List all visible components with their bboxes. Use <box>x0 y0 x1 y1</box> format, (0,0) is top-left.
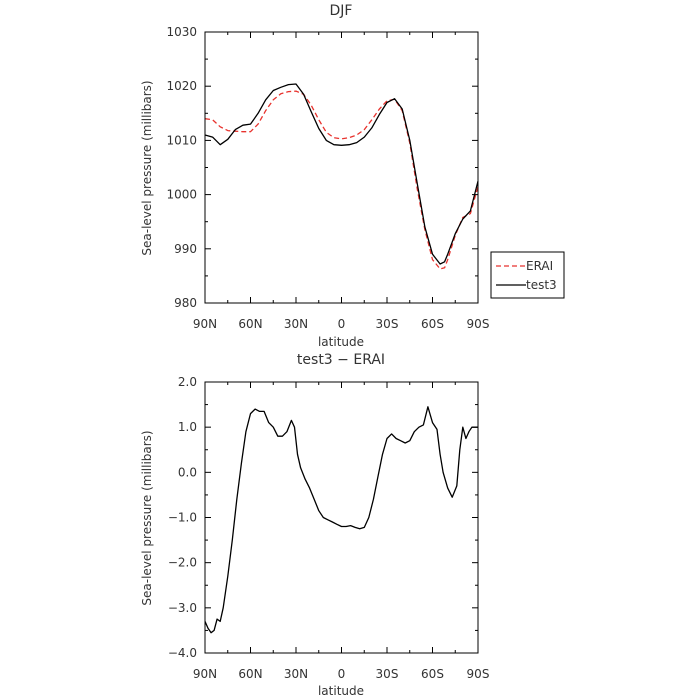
plot-lines <box>204 83 479 270</box>
x-tick-label: 90N <box>193 667 217 681</box>
x-axis-label: latitude <box>318 335 364 349</box>
y-tick-label: 1030 <box>166 25 197 39</box>
y-tick-label: 1.0 <box>178 420 197 434</box>
y-tick-label: 1020 <box>166 79 197 93</box>
y-tick-label: −3.0 <box>168 601 197 615</box>
plot-lines <box>204 406 478 634</box>
y-tick-label: 1010 <box>166 133 197 147</box>
y-tick-label: 980 <box>174 296 197 310</box>
y-tick-label: 990 <box>174 242 197 256</box>
x-tick-labels: 90N 60N 30N 0 30S 60S 90S <box>193 317 490 331</box>
x-tick-label: 30N <box>284 317 308 331</box>
y-tick-label: 0.0 <box>178 465 197 479</box>
y-axis-label: Sea-level pressure (millibars) <box>140 80 154 255</box>
x-tick-label: 30S <box>376 667 399 681</box>
x-tick-label: 60S <box>421 317 444 331</box>
x-tick-label: 30N <box>284 667 308 681</box>
plot-frame <box>204 381 479 654</box>
y-axis-label: Sea-level pressure (millibars) <box>140 430 154 605</box>
x-tick-label: 30S <box>376 317 399 331</box>
x-tick-label: 0 <box>338 317 346 331</box>
y-tick-label: −1.0 <box>168 511 197 525</box>
x-tick-label: 90S <box>467 317 490 331</box>
x-tick-label: 90S <box>467 667 490 681</box>
tick-marks <box>204 31 479 304</box>
x-tick-label: 60N <box>238 317 262 331</box>
x-tick-labels: 90N 60N 30N 0 30S 60S 90S <box>193 667 490 681</box>
series-line-difference <box>204 406 478 634</box>
x-tick-label: 0 <box>338 667 346 681</box>
x-tick-label: 60N <box>238 667 262 681</box>
series-line-erai <box>204 90 479 270</box>
y-tick-label: 1000 <box>166 188 197 202</box>
y-tick-labels: −4.0 −3.0 −2.0 −1.0 0.0 1.0 2.0 <box>168 375 197 660</box>
y-tick-label: 2.0 <box>178 375 197 389</box>
panel-title: DJF <box>330 3 353 19</box>
legend-label-test3: test3 <box>526 278 557 292</box>
plot-frame <box>204 31 479 304</box>
legend-box <box>490 251 565 299</box>
difference-panel: test3 − ERAI 90N 60N 30N 0 30S 60S 90S −4.0 −3.… <box>140 352 489 698</box>
y-tick-labels: 980 990 1000 1010 1020 1030 <box>166 25 197 310</box>
y-tick-label: −2.0 <box>168 556 197 570</box>
x-tick-label: 90N <box>193 317 217 331</box>
x-tick-label: 60S <box>421 667 444 681</box>
x-axis-label: latitude <box>318 684 364 698</box>
legend-label-erai: ERAI <box>526 259 553 273</box>
series-line-test3 <box>204 83 479 265</box>
legend: ERAI test3 <box>490 251 565 299</box>
y-tick-label: −4.0 <box>168 646 197 660</box>
panel-title: test3 − ERAI <box>297 352 385 368</box>
tick-marks <box>204 381 479 654</box>
djf-panel: DJF 90N 60N 30N 0 30S 60S 90S 980 990 1000 1010 10… <box>140 3 565 349</box>
